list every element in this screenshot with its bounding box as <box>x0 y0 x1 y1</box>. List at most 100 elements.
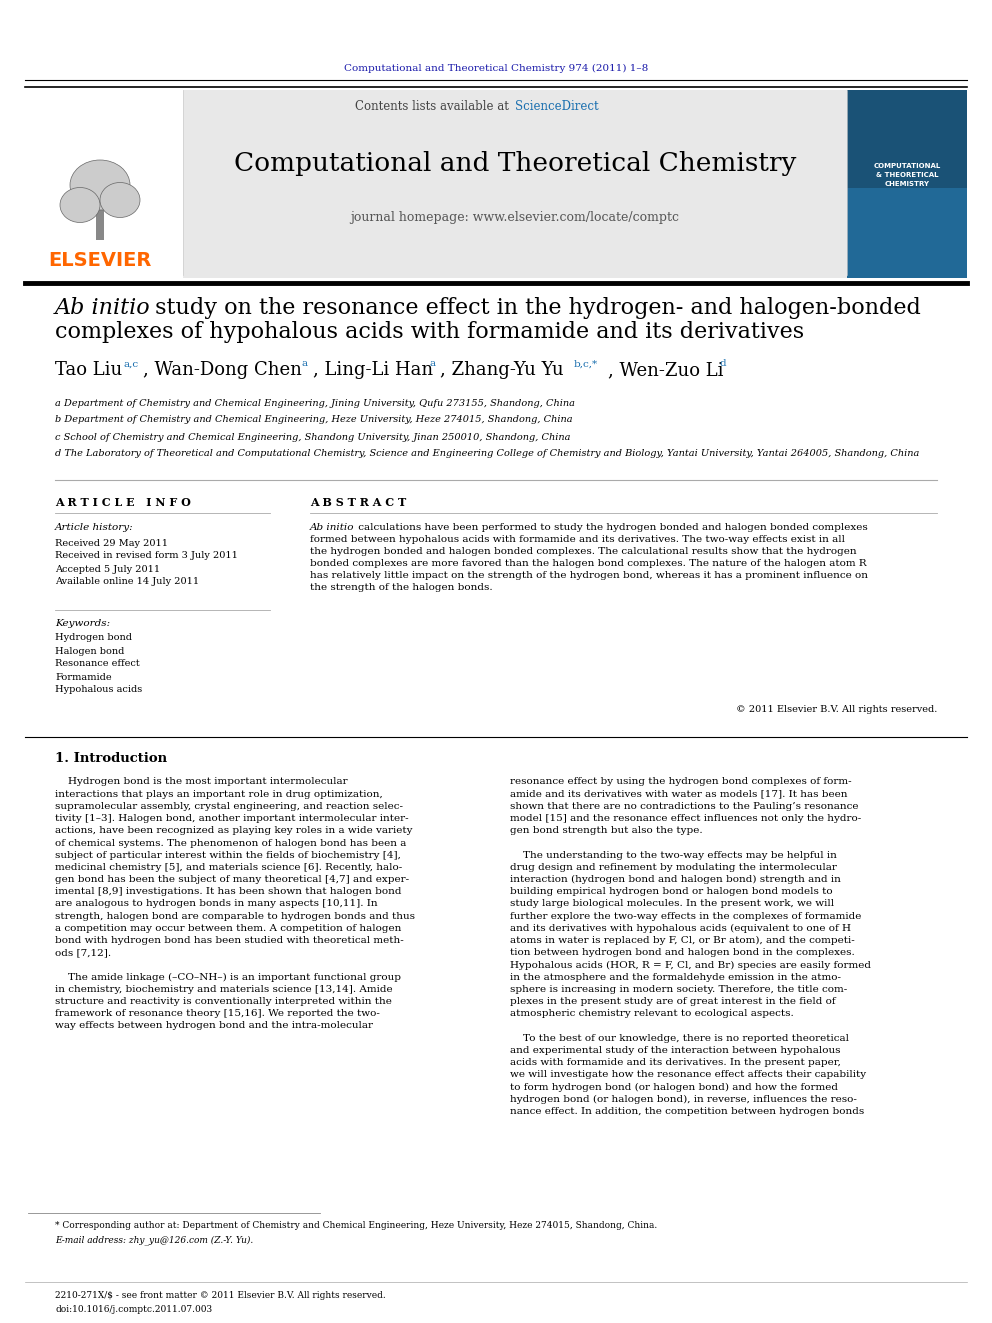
Ellipse shape <box>60 188 100 222</box>
Text: acids with formamide and its derivatives. In the present paper,: acids with formamide and its derivatives… <box>510 1058 841 1068</box>
Text: Hypohalous acids (HOR, R = F, Cl, and Br) species are easily formed: Hypohalous acids (HOR, R = F, Cl, and Br… <box>510 960 871 970</box>
Text: gen bond has been the subject of many theoretical [4,7] and exper-: gen bond has been the subject of many th… <box>55 875 409 884</box>
Text: © 2011 Elsevier B.V. All rights reserved.: © 2011 Elsevier B.V. All rights reserved… <box>736 705 937 714</box>
Text: study large biological molecules. In the present work, we will: study large biological molecules. In the… <box>510 900 834 909</box>
Text: c School of Chemistry and Chemical Engineering, Shandong University, Jinan 25001: c School of Chemistry and Chemical Engin… <box>55 433 570 442</box>
Text: Article history:: Article history: <box>55 523 134 532</box>
Text: hydrogen bond (or halogen bond), in reverse, influences the reso-: hydrogen bond (or halogen bond), in reve… <box>510 1094 857 1103</box>
Text: study on the resonance effect in the hydrogen- and halogen-bonded: study on the resonance effect in the hyd… <box>148 296 921 319</box>
Text: strength, halogen bond are comparable to hydrogen bonds and thus: strength, halogen bond are comparable to… <box>55 912 415 921</box>
Bar <box>96 210 104 239</box>
Text: atoms in water is replaced by F, Cl, or Br atom), and the competi-: atoms in water is replaced by F, Cl, or … <box>510 937 855 945</box>
Text: a: a <box>302 360 309 369</box>
Text: A R T I C L E   I N F O: A R T I C L E I N F O <box>55 496 190 508</box>
Text: Available online 14 July 2011: Available online 14 July 2011 <box>55 578 199 586</box>
Text: bonded complexes are more favored than the halogen bond complexes. The nature of: bonded complexes are more favored than t… <box>310 558 867 568</box>
Text: Hydrogen bond is the most important intermolecular: Hydrogen bond is the most important inte… <box>55 778 347 786</box>
Text: 2210-271X/$ - see front matter © 2011 Elsevier B.V. All rights reserved.: 2210-271X/$ - see front matter © 2011 El… <box>55 1290 386 1299</box>
Text: doi:10.1016/j.comptc.2011.07.003: doi:10.1016/j.comptc.2011.07.003 <box>55 1304 212 1314</box>
Text: Hydrogen bond: Hydrogen bond <box>55 634 132 643</box>
Text: d: d <box>720 360 726 369</box>
Text: Ab initio: Ab initio <box>310 523 354 532</box>
Text: b,c,*: b,c,* <box>574 360 598 369</box>
Text: Computational and Theoretical Chemistry 974 (2011) 1–8: Computational and Theoretical Chemistry … <box>344 64 648 73</box>
Text: and its derivatives with hypohalous acids (equivalent to one of H: and its derivatives with hypohalous acid… <box>510 923 851 933</box>
Text: Computational and Theoretical Chemistry: Computational and Theoretical Chemistry <box>234 151 797 176</box>
Text: Contents lists available at: Contents lists available at <box>355 101 513 114</box>
Text: ods [7,12].: ods [7,12]. <box>55 949 111 958</box>
Text: supramolecular assembly, crystal engineering, and reaction selec-: supramolecular assembly, crystal enginee… <box>55 802 403 811</box>
Text: interaction (hydrogen bond and halogen bond) strength and in: interaction (hydrogen bond and halogen b… <box>510 875 841 884</box>
Text: in the atmosphere and the formaldehyde emission in the atmo-: in the atmosphere and the formaldehyde e… <box>510 972 841 982</box>
Bar <box>25 90 967 278</box>
Text: actions, have been recognized as playing key roles in a wide variety: actions, have been recognized as playing… <box>55 827 413 835</box>
Text: Formamide: Formamide <box>55 672 112 681</box>
Text: medicinal chemistry [5], and materials science [6]. Recently, halo-: medicinal chemistry [5], and materials s… <box>55 863 402 872</box>
Text: shown that there are no contradictions to the Pauling’s resonance: shown that there are no contradictions t… <box>510 802 858 811</box>
Text: The amide linkage (–CO–NH–) is an important functional group: The amide linkage (–CO–NH–) is an import… <box>55 972 401 982</box>
Text: Received 29 May 2011: Received 29 May 2011 <box>55 538 168 548</box>
Text: calculations have been performed to study the hydrogen bonded and halogen bonded: calculations have been performed to stud… <box>355 523 868 532</box>
Text: further explore the two-way effects in the complexes of formamide: further explore the two-way effects in t… <box>510 912 861 921</box>
Text: Resonance effect: Resonance effect <box>55 659 140 668</box>
Text: gen bond strength but also the type.: gen bond strength but also the type. <box>510 827 702 835</box>
Text: a Department of Chemistry and Chemical Engineering, Jining University, Qufu 2731: a Department of Chemistry and Chemical E… <box>55 398 575 407</box>
Bar <box>847 90 967 278</box>
Text: structure and reactivity is conventionally interpreted within the: structure and reactivity is conventional… <box>55 998 392 1005</box>
Text: complexes of hypohalous acids with formamide and its derivatives: complexes of hypohalous acids with forma… <box>55 321 805 343</box>
Text: a,c: a,c <box>123 360 138 369</box>
Text: ELSEVIER: ELSEVIER <box>49 250 152 270</box>
Text: to form hydrogen bond (or halogen bond) and how the formed: to form hydrogen bond (or halogen bond) … <box>510 1082 838 1091</box>
Text: formed between hypohalous acids with formamide and its derivatives. The two-way : formed between hypohalous acids with for… <box>310 534 845 544</box>
Text: nance effect. In addition, the competition between hydrogen bonds: nance effect. In addition, the competiti… <box>510 1107 864 1115</box>
Text: amide and its derivatives with water as models [17]. It has been: amide and its derivatives with water as … <box>510 790 847 799</box>
Text: E-mail address: zhy_yu@126.com (Z.-Y. Yu).: E-mail address: zhy_yu@126.com (Z.-Y. Yu… <box>55 1236 253 1245</box>
Text: and experimental study of the interaction between hypohalous: and experimental study of the interactio… <box>510 1046 840 1054</box>
Text: we will investigate how the resonance effect affects their capability: we will investigate how the resonance ef… <box>510 1070 866 1080</box>
Text: d The Laboratory of Theoretical and Computational Chemistry, Science and Enginee: d The Laboratory of Theoretical and Comp… <box>55 450 920 459</box>
Text: , Wen-Zuo Li: , Wen-Zuo Li <box>608 361 723 378</box>
Text: Hypohalous acids: Hypohalous acids <box>55 685 142 695</box>
Bar <box>847 188 967 278</box>
Text: in chemistry, biochemistry and materials science [13,14]. Amide: in chemistry, biochemistry and materials… <box>55 984 393 994</box>
Text: * Corresponding author at: Department of Chemistry and Chemical Engineering, Hez: * Corresponding author at: Department of… <box>55 1221 658 1230</box>
Text: Accepted 5 July 2011: Accepted 5 July 2011 <box>55 565 160 573</box>
Text: Received in revised form 3 July 2011: Received in revised form 3 July 2011 <box>55 552 238 561</box>
Text: building empirical hydrogen bond or halogen bond models to: building empirical hydrogen bond or halo… <box>510 888 832 896</box>
Text: bond with hydrogen bond has been studied with theoretical meth-: bond with hydrogen bond has been studied… <box>55 937 404 945</box>
Text: has relatively little impact on the strength of the hydrogen bond, whereas it ha: has relatively little impact on the stre… <box>310 570 868 579</box>
Text: a: a <box>430 360 436 369</box>
Text: of chemical systems. The phenomenon of halogen bond has been a: of chemical systems. The phenomenon of h… <box>55 839 407 848</box>
Text: The understanding to the two-way effects may be helpful in: The understanding to the two-way effects… <box>510 851 837 860</box>
Text: resonance effect by using the hydrogen bond complexes of form-: resonance effect by using the hydrogen b… <box>510 778 851 786</box>
Text: ScienceDirect: ScienceDirect <box>515 101 598 114</box>
Text: framework of resonance theory [15,16]. We reported the two-: framework of resonance theory [15,16]. W… <box>55 1009 380 1019</box>
Text: To the best of our knowledge, there is no reported theoretical: To the best of our knowledge, there is n… <box>510 1033 849 1043</box>
Ellipse shape <box>70 160 130 210</box>
Text: tivity [1–3]. Halogen bond, another important intermolecular inter-: tivity [1–3]. Halogen bond, another impo… <box>55 814 409 823</box>
Text: journal homepage: www.elsevier.com/locate/comptc: journal homepage: www.elsevier.com/locat… <box>350 212 680 225</box>
Text: Halogen bond: Halogen bond <box>55 647 124 655</box>
Text: way effects between hydrogen bond and the intra-molecular: way effects between hydrogen bond and th… <box>55 1021 373 1031</box>
Text: a competition may occur between them. A competition of halogen: a competition may occur between them. A … <box>55 923 402 933</box>
Text: , Zhang-Yu Yu: , Zhang-Yu Yu <box>440 361 563 378</box>
Text: tion between hydrogen bond and halogen bond in the complexes.: tion between hydrogen bond and halogen b… <box>510 949 855 958</box>
Ellipse shape <box>100 183 140 217</box>
Text: drug design and refinement by modulating the intermolecular: drug design and refinement by modulating… <box>510 863 837 872</box>
Text: A B S T R A C T: A B S T R A C T <box>310 496 407 508</box>
Text: sphere is increasing in modern society. Therefore, the title com-: sphere is increasing in modern society. … <box>510 984 847 994</box>
Text: atmospheric chemistry relevant to ecological aspects.: atmospheric chemistry relevant to ecolog… <box>510 1009 794 1019</box>
Text: , Wan-Dong Chen: , Wan-Dong Chen <box>143 361 302 378</box>
Text: the hydrogen bonded and halogen bonded complexes. The calculational results show: the hydrogen bonded and halogen bonded c… <box>310 546 857 556</box>
Text: model [15] and the resonance effect influences not only the hydro-: model [15] and the resonance effect infl… <box>510 814 861 823</box>
Text: Tao Liu: Tao Liu <box>55 361 122 378</box>
Text: the strength of the halogen bonds.: the strength of the halogen bonds. <box>310 582 493 591</box>
Text: Ab initio: Ab initio <box>55 296 151 319</box>
Text: interactions that plays an important role in drug optimization,: interactions that plays an important rol… <box>55 790 383 799</box>
Text: imental [8,9] investigations. It has been shown that halogen bond: imental [8,9] investigations. It has bee… <box>55 888 402 896</box>
Text: 1. Introduction: 1. Introduction <box>55 751 167 765</box>
Text: plexes in the present study are of great interest in the field of: plexes in the present study are of great… <box>510 998 835 1005</box>
Text: COMPUTATIONAL
& THEORETICAL
CHEMISTRY: COMPUTATIONAL & THEORETICAL CHEMISTRY <box>873 164 940 187</box>
Text: Keywords:: Keywords: <box>55 618 110 627</box>
Text: b Department of Chemistry and Chemical Engineering, Heze University, Heze 274015: b Department of Chemistry and Chemical E… <box>55 415 572 425</box>
